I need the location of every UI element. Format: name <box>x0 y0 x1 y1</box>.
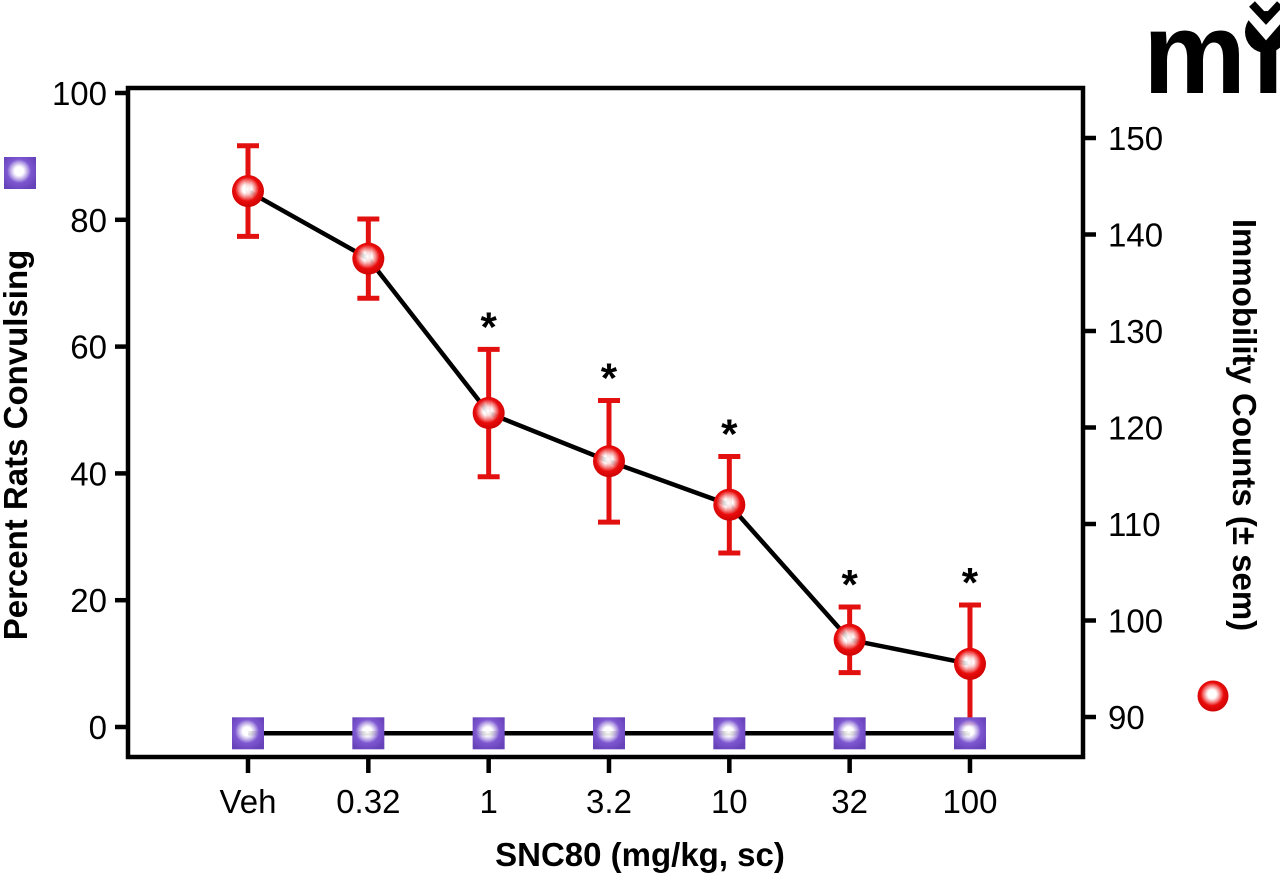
right-tick-label: 120 <box>1108 410 1163 447</box>
right-tick-label: 130 <box>1108 313 1163 350</box>
left-tick-label: 80 <box>70 202 107 239</box>
convulsing-point <box>352 717 385 750</box>
right-axis-title: Immobility Counts (± sem) <box>1226 219 1263 631</box>
left-axis-title: Percent Rats Convulsing <box>0 250 34 641</box>
x-tick-label: 32 <box>831 783 868 820</box>
convulsing-point <box>592 717 625 750</box>
right-tick-label: 110 <box>1108 506 1161 543</box>
left-tick-label: 100 <box>52 75 107 112</box>
immobility-point <box>232 175 264 208</box>
convulsing-series <box>232 717 986 750</box>
asterisk: * <box>841 561 858 608</box>
right-tick-label: 100 <box>1108 603 1163 640</box>
immobility-series <box>232 143 986 726</box>
convulsing-point <box>713 717 746 750</box>
x-tick-label: 10 <box>711 783 748 820</box>
left-tick-label: 60 <box>70 329 107 366</box>
left-tick-label: 40 <box>70 455 107 492</box>
asterisk: * <box>480 303 497 350</box>
convulsing-point <box>833 717 866 750</box>
immobility-point <box>352 242 385 275</box>
right-tick-label: 90 <box>1108 699 1145 736</box>
legend-square-convulsing <box>4 157 36 189</box>
convulsing-point <box>472 717 505 750</box>
right-tick-label: 150 <box>1108 120 1163 157</box>
x-tick-label: 0.32 <box>336 783 400 820</box>
immobility-point <box>953 647 986 680</box>
x-tick-label: 1 <box>479 783 497 820</box>
x-tick-label: 3.2 <box>586 783 632 820</box>
immobility-error-bars <box>237 143 981 726</box>
x-tick-label: Veh <box>220 783 277 820</box>
plot-frame <box>125 85 1086 760</box>
asterisk: * <box>721 410 738 457</box>
left-axis: 0 20 40 60 80 100 Percent Rats Convulsing <box>0 75 128 746</box>
journal-logo: mı <box>1143 0 1280 118</box>
significance-markers: * * * * * <box>480 303 978 608</box>
asterisk: * <box>962 559 979 606</box>
immobility-point <box>472 397 505 430</box>
convulsing-point <box>953 717 986 750</box>
immobility-point <box>833 623 866 656</box>
asterisk: * <box>601 354 618 401</box>
x-axis: Veh 0.32 1 3.2 10 32 100 SNC80 (mg/kg, sc) <box>220 757 998 873</box>
immobility-point <box>592 445 625 478</box>
legend-circle-immobility <box>1197 680 1229 712</box>
logo-check-icon <box>1249 1 1280 25</box>
right-axis: 90 100 110 120 130 140 150 Immobility Counts (±… <box>1083 120 1263 736</box>
logo-dot-notch <box>1242 6 1280 41</box>
left-tick-label: 20 <box>70 582 107 619</box>
immobility-point <box>713 488 746 521</box>
convulsing-point <box>232 717 264 750</box>
right-tick-label: 140 <box>1108 217 1163 254</box>
x-tick-label: 100 <box>942 783 997 820</box>
x-axis-title: SNC80 (mg/kg, sc) <box>495 836 785 873</box>
left-tick-label: 0 <box>89 709 107 746</box>
